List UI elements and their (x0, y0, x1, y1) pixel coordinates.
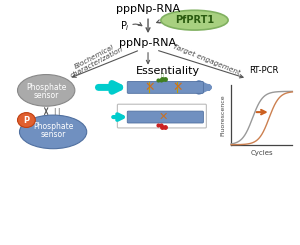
FancyBboxPatch shape (127, 111, 203, 123)
Ellipse shape (161, 10, 228, 30)
Text: pppNp-RNA: pppNp-RNA (116, 4, 180, 14)
Text: P: P (23, 116, 29, 124)
Text: 🟢: 🟢 (161, 74, 164, 79)
Text: Fluorescence: Fluorescence (221, 94, 226, 136)
Text: Phosphate: Phosphate (26, 83, 66, 92)
Text: Phosphate: Phosphate (33, 122, 73, 132)
Text: RT-PCR: RT-PCR (249, 66, 278, 75)
Text: Target engagement: Target engagement (172, 43, 241, 76)
Text: ✕: ✕ (145, 81, 155, 94)
FancyBboxPatch shape (117, 104, 206, 128)
Text: ✕: ✕ (158, 112, 167, 122)
Ellipse shape (17, 74, 75, 106)
Text: Essentiality: Essentiality (136, 66, 200, 76)
Text: PfPRT1: PfPRT1 (175, 15, 214, 25)
Text: ✕: ✕ (172, 81, 183, 94)
FancyBboxPatch shape (127, 82, 203, 93)
Text: sensor: sensor (40, 130, 66, 139)
Ellipse shape (17, 113, 35, 127)
Text: P$_i$: P$_i$ (120, 19, 130, 33)
Text: |: | (57, 108, 59, 115)
Text: Biochemical
characterization: Biochemical characterization (67, 40, 125, 79)
Text: |: | (53, 108, 55, 115)
Text: sensor: sensor (34, 91, 59, 100)
Ellipse shape (20, 115, 87, 149)
Text: Cycles: Cycles (250, 150, 273, 156)
Text: ppNp-RNA: ppNp-RNA (119, 38, 177, 48)
